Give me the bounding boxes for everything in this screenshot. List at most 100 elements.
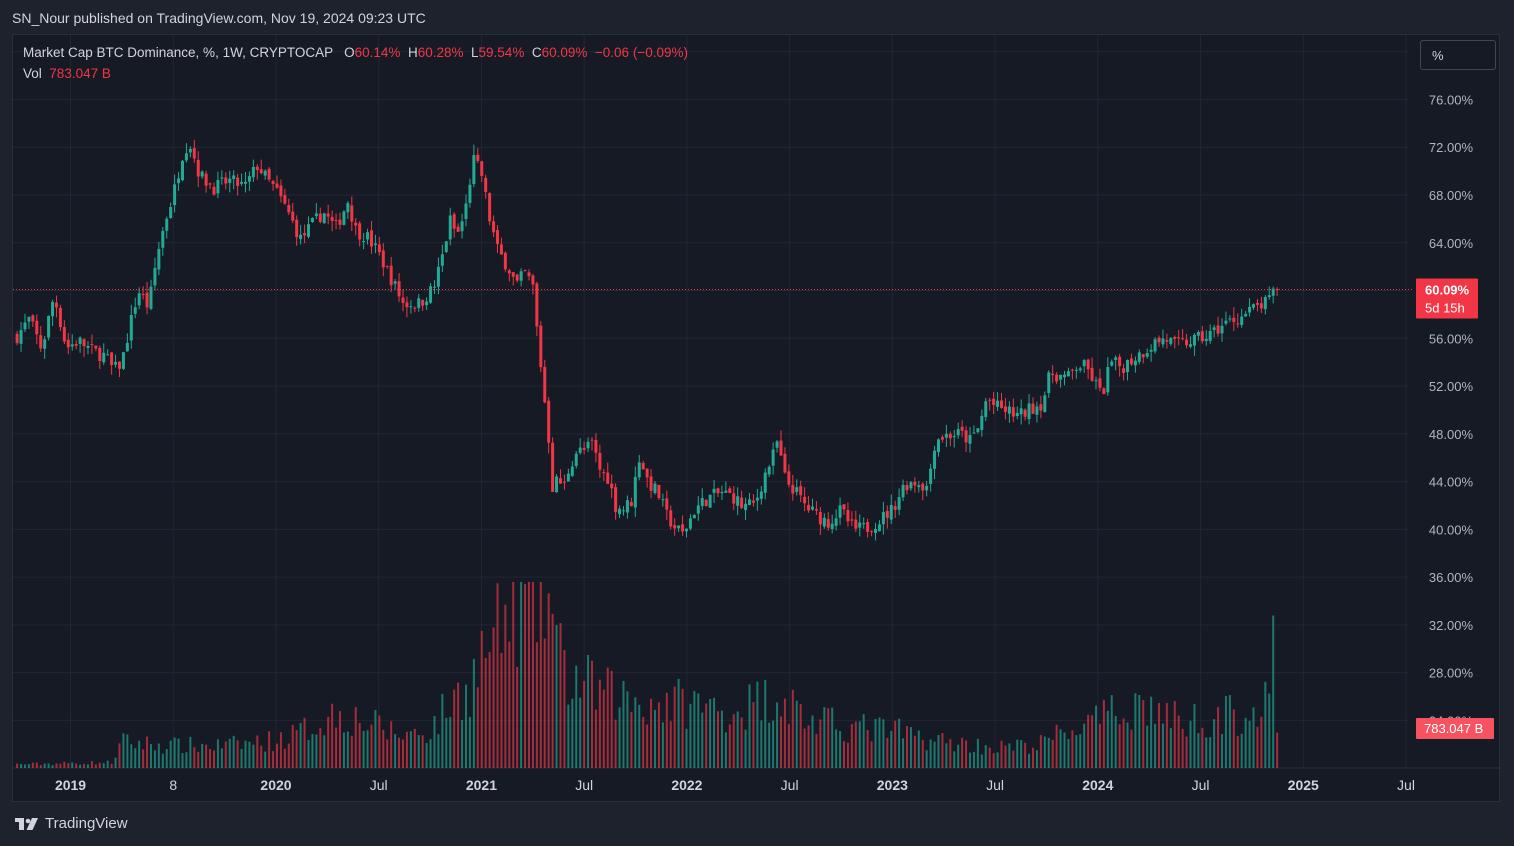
candle-body xyxy=(1051,373,1055,376)
y-tick-label: 40.00% xyxy=(1429,522,1474,537)
candle-body xyxy=(1000,400,1004,408)
candle-body xyxy=(929,468,933,484)
candle-body xyxy=(838,505,842,518)
volume-bar xyxy=(335,727,338,768)
candle-body xyxy=(1129,358,1133,365)
x-tick-label: Jul xyxy=(370,777,388,793)
volume-bar xyxy=(177,738,180,768)
candle-body xyxy=(1177,337,1181,339)
volume-bar xyxy=(669,721,672,768)
volume-bar xyxy=(39,764,42,768)
candle-body xyxy=(988,399,992,401)
volume-bar xyxy=(1205,737,1208,768)
volume-bar xyxy=(984,745,987,768)
candle-body xyxy=(507,270,511,274)
candle-body xyxy=(342,211,346,225)
volume-bar xyxy=(673,686,676,768)
x-tick-label: 2024 xyxy=(1082,777,1113,793)
candle-body xyxy=(369,230,373,247)
candle-body xyxy=(385,265,389,267)
candle-body xyxy=(1275,288,1279,290)
grid-layer xyxy=(13,35,1501,769)
volume-bar xyxy=(693,690,696,768)
chart-svg[interactable]: 80.00%76.00%72.00%68.00%64.00%60.00%56.0… xyxy=(13,35,1501,803)
candle-body xyxy=(393,281,397,284)
volume-bar xyxy=(287,743,290,768)
candle-body xyxy=(511,272,515,277)
candle-body xyxy=(54,302,58,308)
x-tick-label: Jul xyxy=(986,777,1004,793)
volume-bar xyxy=(665,692,668,768)
chart-frame[interactable]: 80.00%76.00%72.00%68.00%64.00%60.00%56.0… xyxy=(12,34,1501,803)
candle-body xyxy=(362,241,366,243)
volume-bar xyxy=(913,735,916,768)
volume-bar xyxy=(23,764,26,768)
volume-bar xyxy=(969,752,972,768)
volume-bar xyxy=(618,707,621,768)
volume-bar xyxy=(799,703,802,768)
volume-bar xyxy=(83,764,86,768)
legend-volume[interactable]: Vol 783.047 B xyxy=(23,66,111,81)
candle-body xyxy=(1200,331,1204,342)
volume-bar xyxy=(122,733,125,768)
volume-bar xyxy=(59,763,62,768)
volume-bar xyxy=(268,731,271,768)
legend-ohlc[interactable]: Market Cap BTC Dominance, %, 1W, CRYPTOC… xyxy=(23,45,688,60)
volume-bar xyxy=(736,711,739,768)
volume-bar xyxy=(823,707,826,768)
volume-bar xyxy=(508,641,511,768)
badge-layer: 60.09% 5d 15h 783.047 B xyxy=(1416,278,1494,739)
volume-bar xyxy=(677,678,680,768)
volume-bar xyxy=(323,735,326,768)
candle-body xyxy=(346,203,350,213)
volume-bar xyxy=(1272,615,1275,768)
x-tick-label: Jul xyxy=(575,777,593,793)
volume-bar xyxy=(311,733,314,768)
candle-body xyxy=(700,498,704,506)
volume-bar xyxy=(716,711,719,768)
volume-bar xyxy=(55,763,58,768)
candle-body xyxy=(925,485,929,491)
candle-body xyxy=(417,298,421,308)
candle-body xyxy=(1236,323,1240,325)
volume-bar xyxy=(492,627,495,768)
candle-body xyxy=(547,400,551,443)
candle-body xyxy=(960,426,964,431)
volume-bar xyxy=(382,729,385,768)
volume-bar xyxy=(94,764,97,768)
volume-bar xyxy=(606,667,609,768)
candle-body xyxy=(23,322,27,330)
volume-bar xyxy=(35,762,38,768)
candle-body xyxy=(555,476,559,493)
candle-body xyxy=(330,217,334,221)
candle-body xyxy=(1259,303,1263,309)
legend-h-label: H xyxy=(407,45,418,60)
volume-bar xyxy=(197,751,200,768)
candle-body xyxy=(102,352,106,363)
volume-bar xyxy=(559,623,562,768)
candle-body xyxy=(1157,337,1161,343)
candle-body xyxy=(948,433,952,439)
tradingview-logo[interactable]: TradingView xyxy=(14,815,128,832)
volume-bar xyxy=(476,687,479,768)
legend-symbol[interactable]: Market Cap BTC Dominance, %, 1W, CRYPTOC… xyxy=(23,45,333,60)
candle-body xyxy=(1118,356,1122,367)
candle-body xyxy=(578,447,582,453)
volume-bar xyxy=(811,715,814,768)
volume-bar xyxy=(587,655,590,768)
candle-body xyxy=(106,354,110,356)
volume-bar xyxy=(98,762,101,768)
candle-body xyxy=(629,502,633,506)
candle-body xyxy=(984,401,988,418)
candle-body xyxy=(755,497,759,501)
candle-body xyxy=(409,306,413,308)
candle-body xyxy=(318,213,322,222)
volume-bar xyxy=(90,761,93,768)
volume-bar xyxy=(405,731,408,768)
candle-body xyxy=(1078,368,1082,371)
volume-bar xyxy=(106,760,109,768)
unit-selector[interactable]: % xyxy=(1420,40,1496,70)
volume-bar xyxy=(902,738,905,768)
volume-bar xyxy=(331,703,334,768)
candle-body xyxy=(484,177,488,193)
